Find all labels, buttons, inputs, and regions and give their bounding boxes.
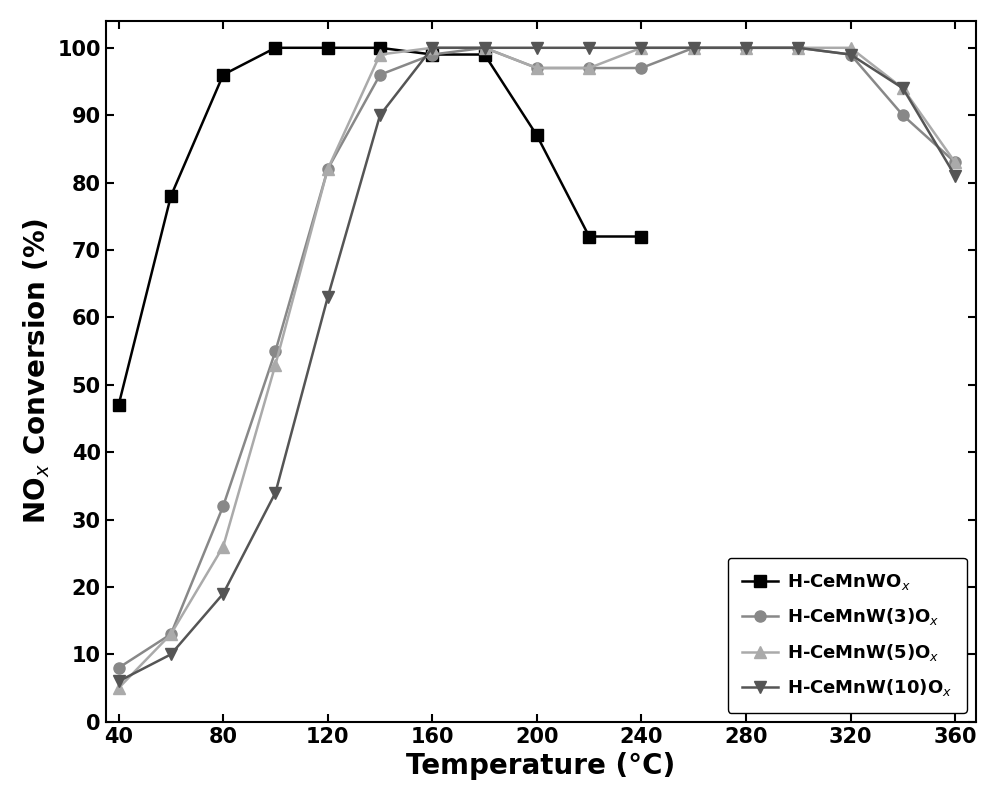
H-CeMnW(5)O$_x$ [426, 43, 438, 53]
Line: H-CeMnW(5)O$_x$: H-CeMnW(5)O$_x$ [113, 42, 961, 694]
H-CeMnW(3)O$_x$ [949, 158, 961, 167]
H-CeMnWO$_x$ [479, 50, 491, 59]
H-CeMnW(5)O$_x$ [897, 83, 909, 93]
H-CeMnW(5)O$_x$ [688, 43, 700, 53]
H-CeMnW(5)O$_x$ [322, 164, 334, 174]
H-CeMnW(10)O$_x$ [583, 43, 595, 53]
H-CeMnW(10)O$_x$ [165, 650, 177, 659]
H-CeMnW(5)O$_x$ [949, 158, 961, 167]
H-CeMnW(3)O$_x$ [322, 164, 334, 174]
H-CeMnWO$_x$ [113, 400, 125, 410]
H-CeMnWO$_x$ [165, 191, 177, 201]
H-CeMnW(5)O$_x$ [479, 43, 491, 53]
H-CeMnW(3)O$_x$ [635, 63, 647, 73]
H-CeMnW(10)O$_x$ [635, 43, 647, 53]
H-CeMnW(3)O$_x$ [531, 63, 543, 73]
H-CeMnW(3)O$_x$ [479, 43, 491, 53]
H-CeMnWO$_x$ [374, 43, 386, 53]
H-CeMnW(3)O$_x$ [113, 663, 125, 673]
H-CeMnW(10)O$_x$ [845, 50, 857, 59]
H-CeMnW(3)O$_x$ [845, 50, 857, 59]
H-CeMnW(3)O$_x$ [374, 70, 386, 79]
H-CeMnW(3)O$_x$ [688, 43, 700, 53]
H-CeMnW(10)O$_x$ [322, 292, 334, 302]
H-CeMnW(3)O$_x$ [269, 346, 281, 356]
H-CeMnWO$_x$ [269, 43, 281, 53]
H-CeMnWO$_x$ [583, 231, 595, 241]
H-CeMnW(3)O$_x$ [426, 50, 438, 59]
H-CeMnWO$_x$ [217, 70, 229, 79]
H-CeMnW(10)O$_x$ [740, 43, 752, 53]
X-axis label: Temperature (°C): Temperature (°C) [406, 752, 675, 780]
Line: H-CeMnW(10)O$_x$: H-CeMnW(10)O$_x$ [113, 42, 961, 687]
H-CeMnW(5)O$_x$ [583, 63, 595, 73]
H-CeMnW(3)O$_x$ [217, 501, 229, 511]
H-CeMnW(3)O$_x$ [740, 43, 752, 53]
H-CeMnW(3)O$_x$ [165, 630, 177, 639]
H-CeMnWO$_x$ [426, 50, 438, 59]
Line: H-CeMnWO$_x$: H-CeMnWO$_x$ [113, 42, 647, 411]
Line: H-CeMnW(3)O$_x$: H-CeMnW(3)O$_x$ [113, 42, 961, 674]
H-CeMnW(3)O$_x$ [792, 43, 804, 53]
H-CeMnW(10)O$_x$ [531, 43, 543, 53]
H-CeMnW(5)O$_x$ [845, 43, 857, 53]
H-CeMnW(3)O$_x$ [897, 111, 909, 120]
Y-axis label: NO$_x$ Conversion (%): NO$_x$ Conversion (%) [21, 218, 52, 525]
H-CeMnW(10)O$_x$ [688, 43, 700, 53]
H-CeMnWO$_x$ [635, 231, 647, 241]
H-CeMnW(10)O$_x$ [113, 677, 125, 686]
H-CeMnW(10)O$_x$ [479, 43, 491, 53]
H-CeMnW(10)O$_x$ [792, 43, 804, 53]
H-CeMnW(10)O$_x$ [949, 171, 961, 181]
H-CeMnW(5)O$_x$ [269, 360, 281, 369]
H-CeMnW(5)O$_x$ [740, 43, 752, 53]
H-CeMnWO$_x$ [531, 131, 543, 140]
H-CeMnW(10)O$_x$ [374, 111, 386, 120]
H-CeMnW(5)O$_x$ [113, 683, 125, 693]
H-CeMnW(5)O$_x$ [531, 63, 543, 73]
H-CeMnW(5)O$_x$ [792, 43, 804, 53]
Legend: H-CeMnWO$_x$, H-CeMnW(3)O$_x$, H-CeMnW(5)O$_x$, H-CeMnW(10)O$_x$: H-CeMnWO$_x$, H-CeMnW(3)O$_x$, H-CeMnW(5… [728, 557, 967, 713]
H-CeMnW(10)O$_x$ [269, 488, 281, 497]
H-CeMnW(10)O$_x$ [426, 43, 438, 53]
H-CeMnWO$_x$ [322, 43, 334, 53]
H-CeMnW(10)O$_x$ [897, 83, 909, 93]
H-CeMnW(10)O$_x$ [217, 589, 229, 598]
H-CeMnW(5)O$_x$ [635, 43, 647, 53]
H-CeMnW(5)O$_x$ [374, 50, 386, 59]
H-CeMnW(5)O$_x$ [165, 630, 177, 639]
H-CeMnW(5)O$_x$ [217, 541, 229, 551]
H-CeMnW(3)O$_x$ [583, 63, 595, 73]
